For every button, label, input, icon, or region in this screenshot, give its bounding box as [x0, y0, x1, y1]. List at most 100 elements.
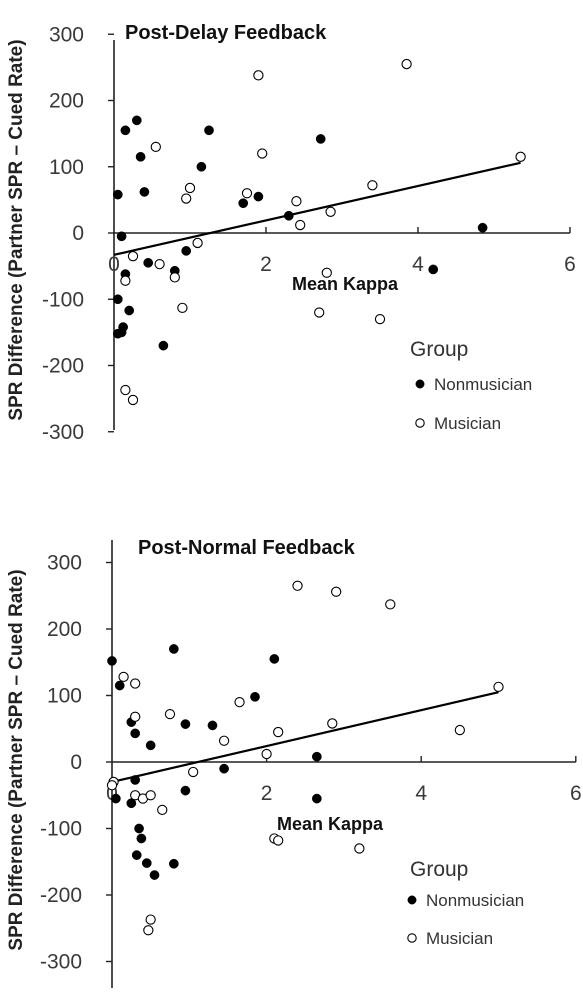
nonmusician-point — [130, 775, 141, 785]
nonmusician-point — [134, 823, 144, 834]
y-tick-label: 100 — [49, 156, 84, 179]
nonmusician-point — [130, 728, 141, 739]
musician-point — [273, 835, 284, 846]
y-tick-label: 200 — [49, 90, 84, 113]
nonmusician-point — [283, 210, 294, 221]
musician-point — [184, 182, 196, 194]
musician-point — [120, 275, 131, 286]
musician-point — [234, 697, 245, 708]
scatter-panel-2: 300 200 100 0 -100 -200 -300 0 2 4 6 Post-Normal Fe… — [6, 537, 582, 988]
nonmusician-point — [180, 719, 191, 729]
nonmusician-point — [477, 222, 488, 233]
y-tick-label: 0 — [70, 751, 82, 774]
nonmusician-point — [131, 850, 142, 860]
musician-point — [150, 141, 161, 153]
musician-point — [515, 151, 526, 162]
x-tick-label: 6 — [570, 782, 582, 805]
nonmusician-point — [168, 858, 179, 869]
nonmusician-point — [114, 680, 125, 691]
nonmusician-point — [136, 833, 147, 844]
musician-point — [145, 790, 156, 801]
legend-marker — [415, 379, 425, 389]
musician-point — [169, 272, 180, 283]
legend-marker — [407, 933, 417, 943]
musician-point — [314, 307, 325, 318]
y-tick-label: -100 — [42, 288, 84, 311]
y-tick-label: 300 — [47, 552, 82, 575]
nonmusician-point — [207, 720, 218, 731]
musician-point — [130, 678, 141, 689]
musician-point — [295, 219, 306, 231]
musician-point — [291, 196, 302, 207]
musician-point — [367, 180, 378, 191]
musician-point — [454, 724, 465, 736]
nonmusician-point — [145, 740, 156, 751]
y-tick-label: 0 — [72, 222, 84, 245]
nonmusician-point — [107, 656, 117, 666]
musician-point — [154, 258, 165, 270]
legend-item-label: Nonmusician — [434, 375, 532, 394]
nonmusician-point — [112, 294, 123, 305]
musician-point — [374, 313, 386, 325]
x-tick-label: 4 — [415, 782, 427, 805]
musician-point — [253, 70, 264, 81]
y-tick-label: -300 — [42, 421, 84, 444]
x-tick-label: 0 — [106, 782, 118, 805]
nonmusician-point — [112, 189, 123, 200]
y-tick-label: 100 — [47, 685, 82, 708]
y-tick-label: -100 — [40, 818, 82, 841]
musician-point — [354, 843, 365, 854]
musician-point — [157, 804, 168, 816]
musician-point — [261, 748, 272, 760]
musician-point — [292, 580, 303, 591]
musician-point — [493, 681, 504, 693]
musician-point — [181, 193, 192, 204]
musician-point — [327, 718, 338, 729]
musician-point — [143, 925, 154, 936]
trendline — [113, 161, 521, 256]
nonmusician-point — [253, 191, 264, 202]
y-tick-label: 300 — [49, 23, 84, 46]
legend-item-label: Musician — [434, 414, 501, 433]
nonmusician-point — [120, 125, 131, 136]
legend-item-label: Musician — [426, 929, 493, 948]
legend-item-label: Nonmusician — [426, 891, 524, 910]
trendline — [111, 691, 499, 784]
x-tick-label: 6 — [564, 253, 576, 276]
nonmusician-point — [143, 257, 154, 268]
nonmusician-point — [180, 785, 191, 796]
legend-title: Group — [410, 338, 468, 361]
y-tick-label: 200 — [47, 618, 82, 641]
y-tick-label: -200 — [42, 355, 84, 378]
scatter-panel-1: 300 200 100 0 -100 -200 -300 0 2 4 6 Post-Delay Fee… — [6, 22, 576, 444]
musician-point — [257, 148, 268, 159]
nonmusician-point — [269, 654, 280, 664]
nonmusician-point — [158, 340, 169, 351]
musician-point — [273, 726, 284, 738]
nonmusician-point — [112, 328, 123, 339]
musician-point — [127, 251, 139, 262]
nonmusician-point — [116, 231, 127, 242]
nonmusician-point — [250, 691, 260, 702]
x-tick-label: 4 — [412, 253, 424, 276]
nonmusician-point — [219, 763, 229, 774]
x-axis-label: Mean Kappa — [292, 274, 399, 294]
musician-point — [241, 188, 253, 199]
nonmusician-point — [124, 305, 135, 316]
musician-point — [218, 735, 230, 746]
legend-marker — [415, 418, 425, 428]
nonmusician-point — [204, 125, 214, 136]
nonmusician-point — [315, 134, 326, 144]
musician-point — [106, 780, 118, 791]
chart-title: Post-Normal Feedback — [138, 537, 356, 559]
nonmusician-point — [131, 115, 142, 126]
nonmusician-point — [118, 322, 128, 332]
nonmusician-point — [141, 858, 152, 868]
nonmusician-point — [196, 161, 207, 172]
nonmusician-point — [238, 198, 249, 209]
musician-point — [325, 206, 336, 217]
musician-point — [385, 599, 396, 610]
musician-point — [192, 237, 203, 249]
